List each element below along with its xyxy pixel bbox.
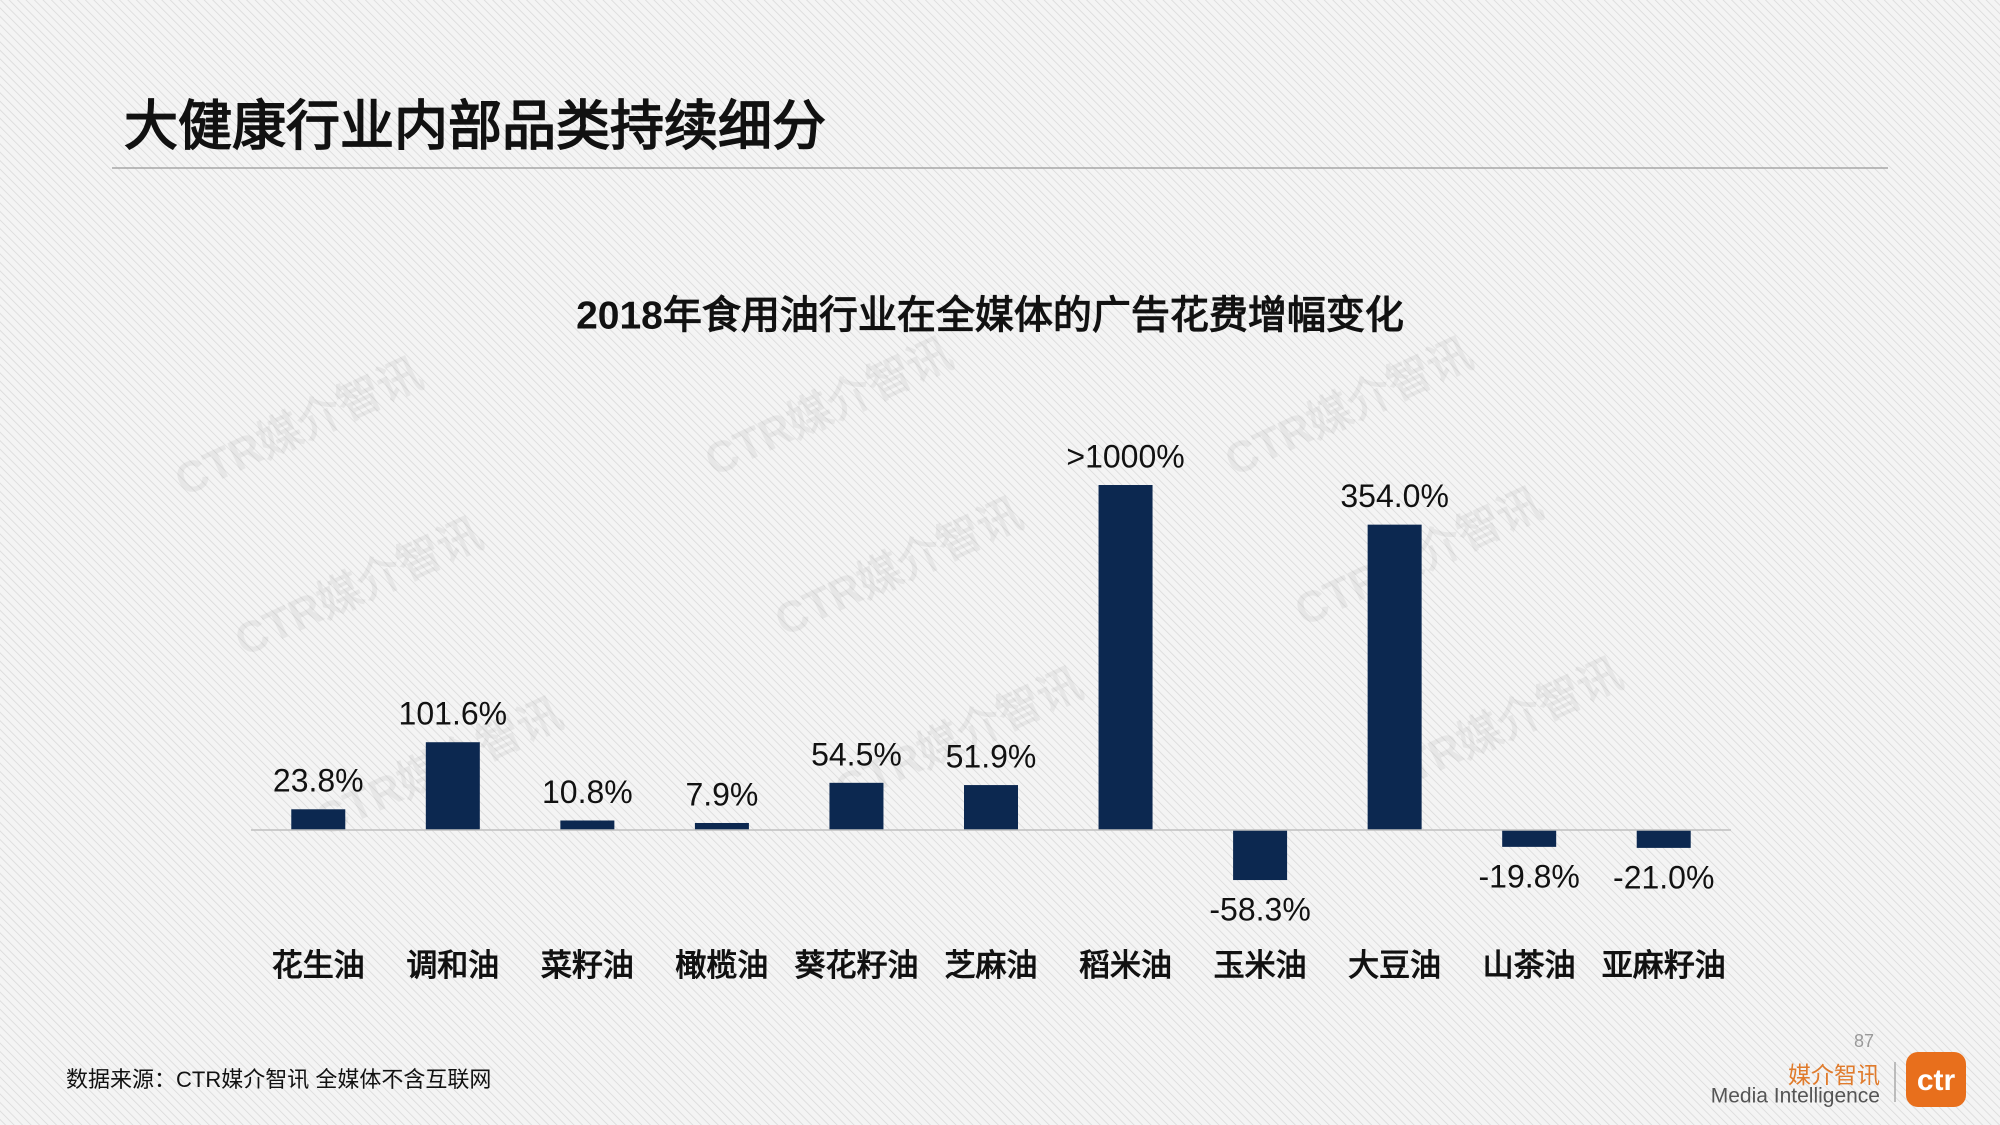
value-label: 54.5% [811,736,902,772]
bar [694,822,749,830]
slide-title: 大健康行业内部品类持续细分 [124,96,826,156]
bar [425,742,480,830]
bar [1502,829,1557,847]
x-tick-label: 菜籽油 [541,948,634,983]
x-tick-label: 大豆油 [1348,948,1441,983]
value-label: 354.0% [1340,478,1449,514]
value-label: -58.3% [1209,892,1310,928]
chart-title: 2018年食用油行业在全媒体的广告花费增幅变化 [576,293,1404,337]
x-tick-label: 稻米油 [1079,948,1172,983]
x-tick-label: 山茶油 [1483,948,1576,983]
x-tick-label: 芝麻油 [945,948,1038,983]
bar [1233,829,1288,881]
bar [291,809,346,830]
x-tick-label: 亚麻籽油 [1602,948,1726,983]
bar [1098,485,1153,830]
x-tick-label: 葵花籽油 [794,948,918,983]
value-label: -19.8% [1478,858,1579,894]
value-label: -21.0% [1613,859,1714,895]
source-note: 数据来源：CTR媒介智讯 全媒体不含互联网 [66,1067,491,1092]
x-tick-label: 玉米油 [1214,948,1307,983]
bar [964,785,1018,830]
bar [1636,829,1691,848]
x-tick-label: 调和油 [406,948,499,983]
brand-en: Media Intelligence [1711,1085,1880,1108]
value-label: 7.9% [685,776,758,812]
value-label: 51.9% [946,739,1037,775]
value-label: 10.8% [542,774,633,810]
value-label: 101.6% [399,696,508,732]
page-number: 87 [1854,1031,1874,1051]
logo-box [1906,1052,1966,1107]
value-label: >1000% [1066,438,1184,474]
plot [291,485,1691,881]
x-tick-label: 花生油 [272,948,365,983]
value-label: 23.8% [273,763,364,799]
bar [829,782,884,830]
x-tick-label: 橄榄油 [675,948,768,983]
bar [1367,524,1422,830]
bar [560,820,615,830]
brand-cn: 媒介智讯 [1788,1062,1880,1088]
logo: ctr [1917,1064,1956,1097]
